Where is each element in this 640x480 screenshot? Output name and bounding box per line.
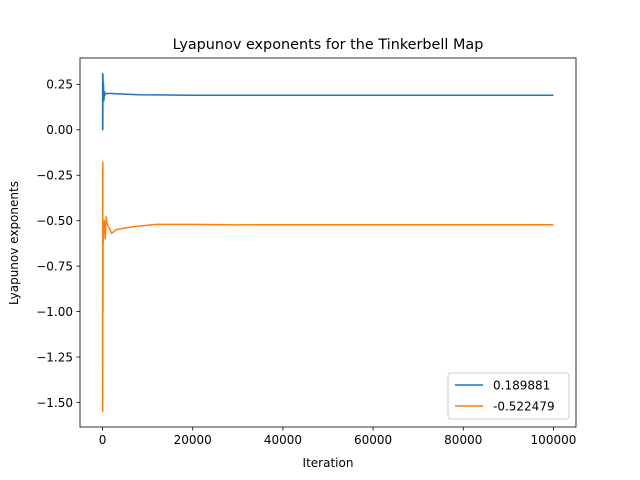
x-tick-label: 60000 <box>354 433 392 447</box>
x-axis-label: Iteration <box>303 456 354 470</box>
chart-title: Lyapunov exponents for the Tinkerbell Ma… <box>173 37 484 53</box>
x-tick-label: 100000 <box>531 433 577 447</box>
x-tick-label: 20000 <box>174 433 212 447</box>
x-tick-label: 0 <box>99 433 107 447</box>
x-tick-label: 80000 <box>444 433 482 447</box>
axes-frame <box>79 57 577 428</box>
legend-label-1: -0.522479 <box>493 399 555 413</box>
legend-label-0: 0.189881 <box>493 378 550 392</box>
y-tick-label: −0.25 <box>36 169 73 183</box>
series-line-0 <box>101 72 554 131</box>
y-tick-label: −1.00 <box>36 305 73 319</box>
x-tick-label: 40000 <box>264 433 302 447</box>
y-tick-label: 0.25 <box>46 78 73 92</box>
legend: 0.189881 -0.522479 <box>447 372 570 420</box>
plot-area: 0 20000 40000 60000 80000 100000 0.25 0.00 −0.25… <box>36 57 577 447</box>
y-tick-label: −1.50 <box>36 396 73 410</box>
y-tick-label: −0.75 <box>36 259 73 273</box>
y-axis-label: Lyapunov exponents <box>7 181 21 305</box>
y-tick-label: −0.50 <box>36 214 73 228</box>
y-tick-label: 0.00 <box>46 123 73 137</box>
series-line-1 <box>101 161 554 413</box>
y-tick-label: −1.25 <box>36 350 73 364</box>
